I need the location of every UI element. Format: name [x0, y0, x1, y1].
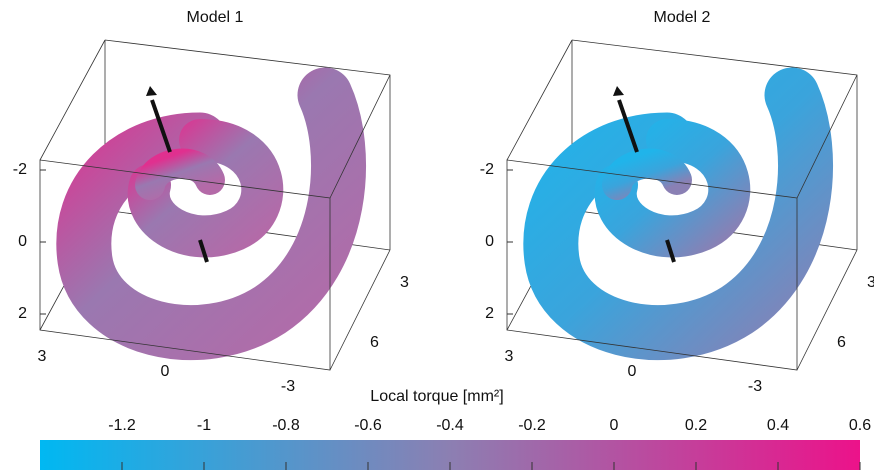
colorbar-tick-label: -0.2 [518, 417, 546, 434]
tube-outer [523, 67, 833, 361]
y-tick-label: 3 [400, 274, 409, 291]
y-tick-label: 6 [837, 334, 846, 351]
z-tick-label: 0 [18, 233, 27, 250]
axis-arrow [150, 99, 209, 263]
colorbar-tick-label: 0.6 [849, 417, 871, 434]
arrow-head [613, 86, 624, 96]
panel: Model 1 -2 0 2 3 6 3 0 -3 [13, 9, 409, 395]
tube-inner [135, 148, 225, 200]
panel-title: Model 1 [187, 9, 244, 26]
tube-outer [56, 67, 366, 361]
z-tick-label: 0 [485, 233, 494, 250]
tube-inner [602, 148, 692, 200]
z-tick-label: 2 [18, 305, 27, 322]
panels: Model 1 -2 0 2 3 6 3 0 -3 Model 2 -2 0 2 3 6 3 0 -3 [13, 9, 874, 395]
tube-mid [127, 119, 284, 258]
x-tick-label: 3 [505, 348, 514, 365]
colorbar: Local torque [mm²] -1.2 -1 -0.8 -0.6 -0.4 -0.2… [40, 388, 871, 470]
box-front [506, 39, 858, 371]
x-tick-label: 0 [628, 363, 637, 380]
colorbar-label: Local torque [mm²] [370, 388, 503, 405]
x-tick-label: -3 [281, 378, 295, 395]
panel-title: Model 2 [654, 9, 711, 26]
x-tick-label: 3 [38, 348, 47, 365]
colorbar-tick-label: -0.4 [436, 417, 464, 434]
z-tick-label: 2 [485, 305, 494, 322]
colorbar-tick-label: 0.2 [685, 417, 707, 434]
z-tick-label: -2 [480, 161, 494, 178]
x-tick-label: -3 [748, 378, 762, 395]
tube-mid [594, 119, 751, 258]
y-tick-label: 6 [370, 334, 379, 351]
colorbar-tick-label: -0.8 [272, 417, 300, 434]
z-tick-label: -2 [13, 161, 27, 178]
panel: Model 2 -2 0 2 3 6 3 0 -3 [480, 9, 874, 395]
colorbar-tick-label: 0 [610, 417, 619, 434]
axis-arrow [617, 99, 676, 263]
colorbar-tick-label: 0.4 [767, 417, 789, 434]
box-front [39, 39, 391, 371]
colorbar-tick-label: -1 [197, 417, 211, 434]
y-tick-label: 3 [867, 274, 874, 291]
colorbar-tick-label: -0.6 [354, 417, 382, 434]
colorbar-tick-label: -1.2 [108, 417, 136, 434]
arrow-head [146, 86, 157, 96]
x-tick-label: 0 [161, 363, 170, 380]
